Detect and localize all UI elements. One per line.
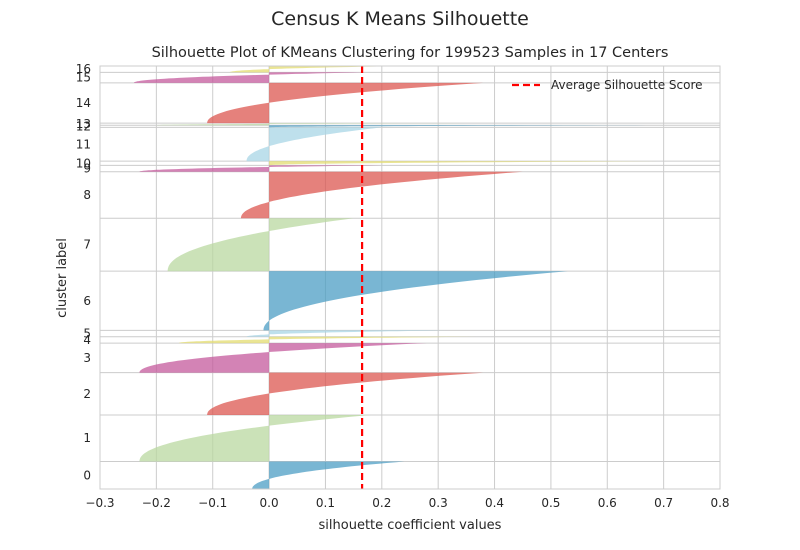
y-tick-label: 4 [83,333,91,347]
silhouette-cluster-14 [207,82,484,124]
legend-entry-average-score: Average Silhouette Score [551,78,703,92]
silhouette-cluster-12 [269,125,692,128]
silhouette-cluster-6 [263,271,568,331]
y-tick-label: 15 [76,71,91,85]
y-tick-label: 13 [76,117,91,131]
x-tick-label: 0.1 [316,496,335,510]
x-tick-label: 0.3 [429,496,448,510]
plot-title: Silhouette Plot of KMeans Clustering for… [152,45,669,61]
legend: Average Silhouette Score [512,78,703,92]
y-axis-label: cluster label [55,238,70,318]
x-tick-label: 0.5 [541,496,560,510]
silhouette-cluster-16 [229,66,405,73]
silhouette-cluster-15 [133,72,365,83]
x-tick-label: 0.7 [654,496,673,510]
x-tick-label: −0.1 [198,496,227,510]
silhouette-cluster-2 [207,372,484,415]
y-tick-label: 8 [83,188,91,202]
y-tick-label: 14 [76,96,91,110]
silhouette-cluster-7 [167,218,354,272]
y-tick-label: 6 [83,294,91,308]
y-tick-label: 7 [83,238,91,252]
y-tick-label: 5 [83,327,91,341]
silhouette-cluster-8 [240,171,523,219]
x-tick-label: 0.0 [260,496,279,510]
x-tick-label: 0.6 [598,496,617,510]
silhouette-cluster-1 [139,414,371,462]
silhouette-cluster-11 [246,127,382,162]
y-tick-label: 10 [76,156,91,170]
silhouette-cluster-0 [252,461,405,489]
x-tick-label: −0.2 [142,496,171,510]
silhouette-cluster-4 [178,336,478,344]
y-tick-label: 16 [76,62,91,76]
silhouette-areas [133,66,692,489]
silhouette-cluster-13 [156,123,467,126]
y-tick-label: 11 [76,137,91,151]
x-axis-label: silhouette coefficient values [319,518,502,533]
y-tick-label: 12 [76,119,91,133]
silhouette-cluster-10 [269,161,681,166]
x-tick-label: −0.3 [85,496,114,510]
figure-suptitle: Census K Means Silhouette [271,8,529,30]
y-tick-label: 2 [83,387,91,401]
y-tick-label: 9 [83,162,91,176]
y-tick-label: 3 [83,351,91,365]
silhouette-cluster-3 [139,343,427,373]
y-tick-label: 1 [83,431,91,445]
x-tick-label: 0.8 [710,496,729,510]
x-tick-labels: −0.3 −0.2 −0.1 0.0 0.1 0.2 0.3 0.4 0.5 0.6 0.7 0.8 [85,496,729,510]
y-tick-label: 0 [83,468,91,482]
x-tick-label: 0.2 [372,496,391,510]
silhouette-cluster-5 [246,330,450,337]
silhouette-cluster-9 [139,165,382,172]
x-tick-label: 0.4 [485,496,504,510]
plot-frame [99,65,721,490]
